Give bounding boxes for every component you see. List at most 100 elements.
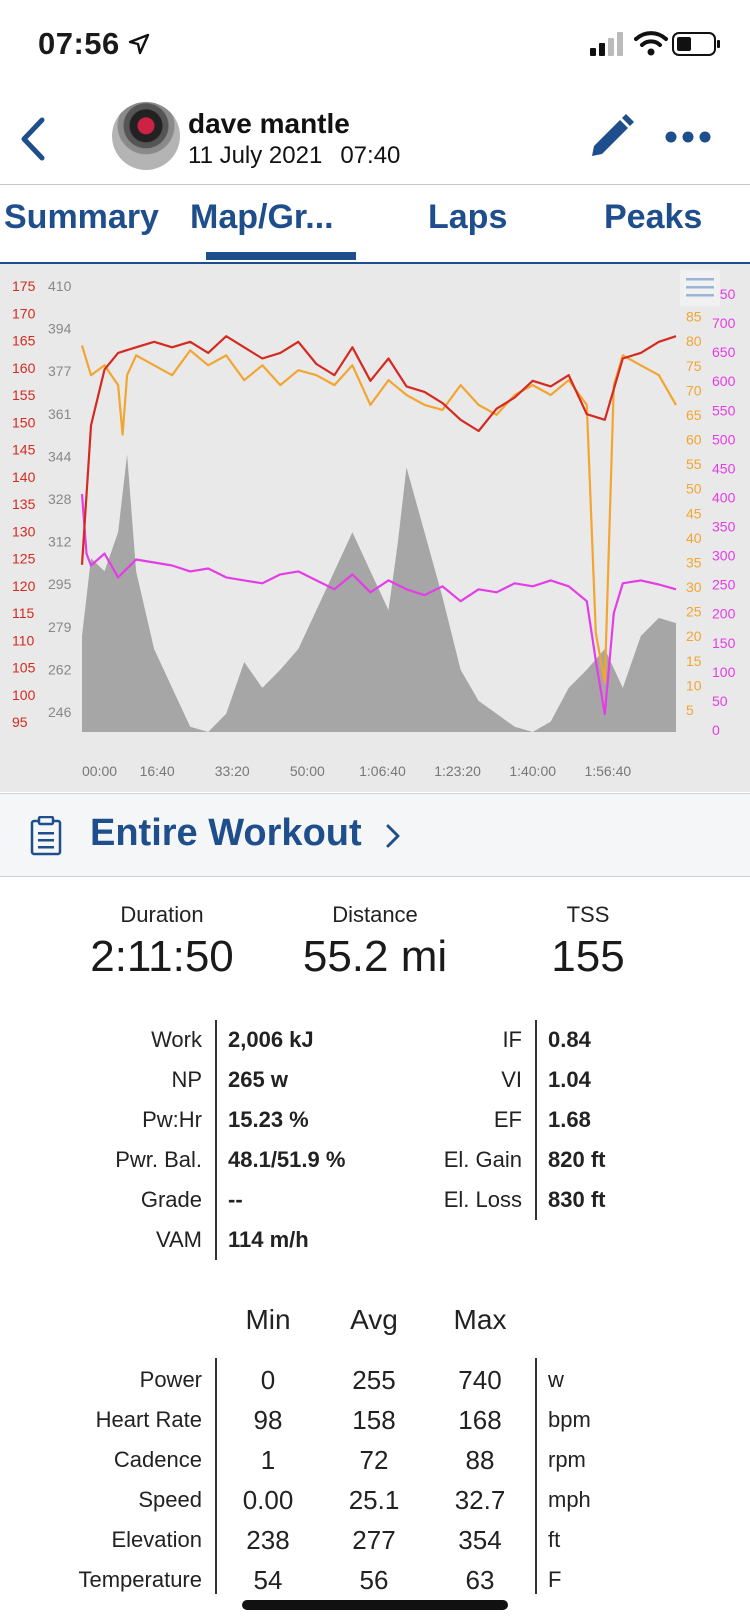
power-tick-label: 500: [712, 431, 736, 447]
heart_rate-tick-label: 130: [12, 523, 36, 539]
x-tick-label: 1:56:40: [584, 763, 631, 779]
tss-value: 155: [551, 932, 625, 981]
more-options-icon[interactable]: [664, 122, 712, 152]
power-line: [80, 494, 677, 716]
heart_rate-tick-label: 115: [12, 605, 35, 621]
tab-summary[interactable]: Summary: [4, 198, 159, 236]
cadence-tick-label: 70: [686, 382, 702, 398]
cadence-tick-label: 50: [686, 481, 702, 497]
elevation-tick-label: 262: [48, 661, 72, 677]
tabs-divider: [0, 262, 750, 264]
home-indicator: [242, 1600, 508, 1610]
duration-label: Duration: [120, 902, 204, 927]
temperature-label: Temperature: [78, 1567, 202, 1592]
workout-chart-svg: 1751701651601551501451401351301251201151…: [12, 278, 736, 779]
table-left-divider: [215, 1358, 217, 1594]
cadence-tick-label: 20: [686, 628, 702, 644]
cadence-min: 1: [260, 1445, 276, 1475]
heart-rate-min: 98: [253, 1405, 283, 1435]
cadence-unit: rpm: [548, 1447, 586, 1472]
x-tick-label: 1:06:40: [359, 763, 406, 779]
status-bar: 07:56: [0, 0, 750, 92]
tab-peaks[interactable]: Peaks: [604, 198, 703, 236]
cadence-tick-label: 30: [686, 579, 702, 595]
workout-graph[interactable]: 175 170 165 160 155 150 145 140 135 130 125 120 115 1…: [0, 264, 750, 792]
heart-rate-avg: 158: [352, 1405, 396, 1435]
power-tick-label: 50: [712, 693, 728, 709]
tab-map-graph[interactable]: Map/Gr...: [190, 198, 334, 236]
cadence-line: [80, 345, 677, 684]
elevation-tick-label: 312: [48, 534, 72, 550]
status-time: 07:56: [38, 26, 120, 61]
heart_rate-tick-label: 110: [12, 632, 35, 648]
workout-date-day: 11 July 2021: [188, 142, 323, 169]
details-left-divider: [215, 1020, 217, 1260]
temperature-unit: F: [548, 1567, 562, 1592]
elevation-avg: 277: [352, 1525, 396, 1555]
power-tick-label: 150: [712, 635, 736, 651]
heart_rate-tick-label: 170: [12, 305, 36, 321]
elevation-tick-label: 279: [48, 619, 72, 635]
power-tick-label: 700: [712, 315, 736, 331]
temperature-max: 63: [465, 1565, 495, 1595]
heart-rate-label: Heart Rate: [95, 1407, 202, 1432]
power-label: Power: [139, 1367, 202, 1392]
battery-icon: [672, 32, 720, 56]
heart-rate-unit: bpm: [548, 1407, 591, 1432]
duration-value: 2:11:50: [90, 932, 234, 981]
cadence-tick-label: 35: [686, 554, 702, 570]
chart-menu-icon[interactable]: [680, 270, 720, 306]
elevation-unit: ft: [548, 1527, 561, 1552]
work-label: Work: [151, 1027, 202, 1052]
power-tick-label: 600: [712, 373, 736, 389]
workout-date: 11 July 2021 07:40: [188, 142, 418, 170]
speed-max: 32.7: [454, 1485, 506, 1515]
back-button[interactable]: [14, 114, 54, 164]
table-right-divider: [535, 1358, 537, 1594]
power-tick-label: 350: [712, 519, 736, 535]
cadence-tick-label: 15: [686, 653, 702, 669]
elevation-tick-label: 394: [48, 321, 72, 337]
lap-selector[interactable]: Entire Workout: [0, 793, 750, 877]
elevation-tick-label: 246: [48, 704, 72, 720]
heart_rate-tick-label: 175: [12, 278, 36, 294]
elevation-tick-label: 377: [48, 363, 72, 379]
x-tick-label: 1:23:20: [434, 763, 481, 779]
power-tick-label: 450: [712, 460, 736, 476]
duration-metric: Duration 2:11:50: [62, 902, 262, 982]
power-tick-label: 0: [712, 722, 720, 738]
chevron-right-icon: [386, 824, 400, 848]
distance-value: 55.2 mi: [302, 932, 448, 981]
speed-label: Speed: [138, 1487, 202, 1512]
grade-value: --: [228, 1187, 243, 1212]
power-tick-label: 550: [712, 402, 736, 418]
distance-label: Distance: [332, 902, 418, 927]
elevation-min: 238: [246, 1525, 290, 1555]
edit-pencil-icon[interactable]: [584, 112, 636, 164]
cadence-label: Cadence: [113, 1447, 202, 1472]
tab-bar: Summary Map/Gr... Laps Peaks: [0, 186, 750, 264]
pwr-bal-label: Pwr. Bal.: [115, 1147, 202, 1172]
heart_rate-tick-label: 100: [12, 687, 36, 703]
cadence-tick-label: 80: [686, 333, 702, 349]
if-value: 0.84: [548, 1027, 591, 1052]
elevation-tick-label: 328: [48, 491, 72, 507]
avg-header: Avg: [350, 1304, 398, 1335]
elevation-tick-label: 361: [48, 406, 72, 422]
vi-value: 1.04: [548, 1067, 591, 1092]
cadence-max: 88: [465, 1445, 495, 1475]
x-tick-label: 33:20: [215, 763, 250, 779]
details-right-divider: [535, 1020, 537, 1220]
avatar: [112, 102, 180, 170]
heart_rate-tick-label: 150: [12, 414, 36, 430]
cadence-avg: 72: [359, 1445, 389, 1475]
el-gain-value: 820 ft: [548, 1147, 606, 1172]
cadence-tick-label: 60: [686, 432, 702, 448]
ef-value: 1.68: [548, 1107, 591, 1132]
heart_rate-tick-label: 165: [12, 333, 36, 349]
vi-label: VI: [501, 1067, 522, 1092]
workout-start-time: 07:40: [340, 142, 401, 169]
tab-laps[interactable]: Laps: [428, 198, 508, 236]
heart_rate-tick-label: 160: [12, 360, 36, 376]
elevation-label: Elevation: [111, 1527, 202, 1552]
